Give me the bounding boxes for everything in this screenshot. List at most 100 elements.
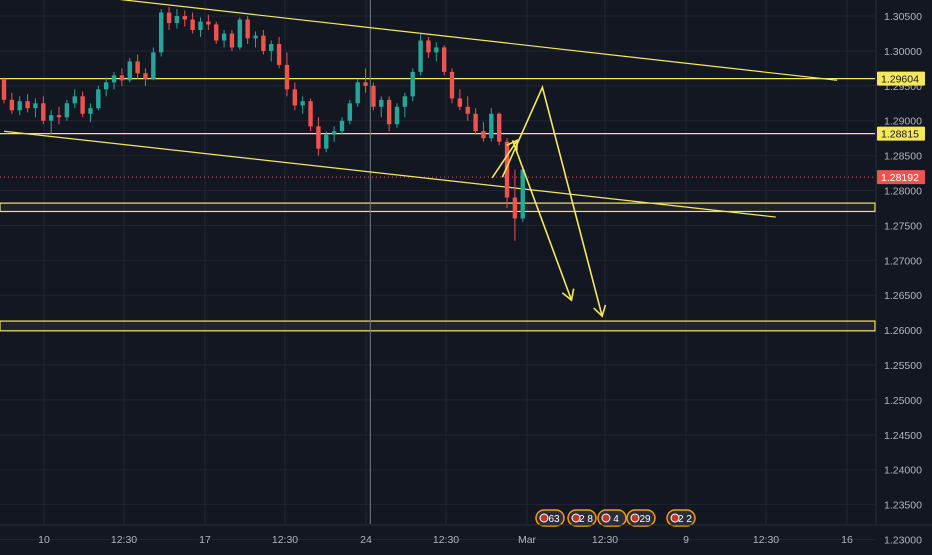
candle [324,131,329,153]
candle-body [418,40,423,72]
level-price-label: 1.29604 [881,74,919,86]
candle-body [229,33,235,48]
candle [17,96,22,116]
candle-body [253,35,258,39]
time-axis: 10 12:30 17 12:30 24 12:30 Mar 12:30 9 12:30 16 [0,524,932,546]
candle-body [504,141,510,198]
candle-body [410,71,415,97]
candle-body [371,85,376,107]
price-tick-label: 1.27500 [884,220,922,232]
projection-arrow[interactable] [491,138,519,179]
candle-body [355,82,360,104]
candle [347,99,353,125]
event-badge-count: 2 2 [678,514,692,525]
time-tick-label: 12:30 [592,534,618,546]
candle [512,169,518,241]
candle-body [520,169,525,219]
event-badge[interactable]: 63 [535,509,565,527]
candle-body [103,82,109,90]
candle [48,110,54,135]
candle [159,9,164,57]
candle-body [292,89,298,106]
candle-body [9,99,15,111]
time-tick-label: 17 [199,534,211,546]
candle [402,92,408,118]
candle-body [489,113,494,139]
candle [465,96,470,121]
candle [394,103,400,128]
candle-body [261,35,266,51]
candle-body [512,197,518,219]
candle-body [245,19,250,39]
arrow-path [491,139,518,179]
candle-body [276,43,282,65]
candle [9,92,15,114]
candle-body [426,40,431,53]
candle [316,117,321,156]
arrow-path [511,140,573,301]
event-badge[interactable]: 29 [626,509,656,527]
time-tick-label: 10 [38,534,50,546]
flag-icon [601,513,611,523]
candle-body [324,134,329,149]
candle [198,17,203,37]
candle [520,166,525,222]
support-zone[interactable] [0,202,876,213]
candle [473,108,478,135]
candle [371,82,376,111]
candle [190,12,195,34]
time-tick-label: 12:30 [433,534,459,546]
candle [143,68,148,86]
event-badge[interactable]: 2 8 [567,509,597,527]
projection-arrow[interactable] [511,140,575,302]
candle-body [441,47,447,72]
candle-body [394,106,400,125]
flag-icon [539,513,549,523]
event-badge[interactable]: 2 2 [666,509,696,527]
price-tick-label: 1.26000 [884,325,922,337]
event-badge-count: 29 [639,514,651,525]
candle [64,99,70,121]
candle-body [174,16,180,24]
candle-body [379,99,384,107]
price-axis: 1.305001.300001.295001.290001.285001.280… [875,0,932,550]
candle [111,71,117,90]
event-badge-count: 63 [548,514,560,525]
candle-body [284,64,290,90]
candle [434,42,439,62]
candle [339,117,345,135]
level-price-tag [877,71,925,86]
candle [56,106,62,125]
candle [253,31,258,48]
candle-body [166,12,172,24]
candle-body [214,24,219,41]
candle [331,126,337,142]
support-zone[interactable] [0,320,876,332]
candle-body [56,115,62,118]
candle [300,96,305,114]
level-price-label: 1.28815 [881,129,919,141]
flag-icon [571,513,581,523]
candle-body [151,52,156,79]
price-tick-label: 1.23500 [884,500,922,512]
candle [206,14,211,31]
trendline[interactable] [3,130,776,218]
candle-body [25,101,30,109]
event-badges: 63 2 8 4 29 2 2 [535,509,696,527]
candle [182,10,187,27]
arrow-head [593,304,607,318]
candle-body [363,82,368,86]
trendline[interactable] [112,0,838,81]
support-zones [0,202,876,332]
event-badge[interactable]: 4 [597,509,627,527]
candle-body [347,103,353,121]
candle-body [434,47,439,53]
candle-body [33,103,38,109]
candle-body [190,19,195,31]
projection-arrows [491,84,607,318]
price-tick-label: 1.27000 [884,255,922,267]
candle [166,6,172,31]
time-tick-label: 24 [360,534,372,546]
